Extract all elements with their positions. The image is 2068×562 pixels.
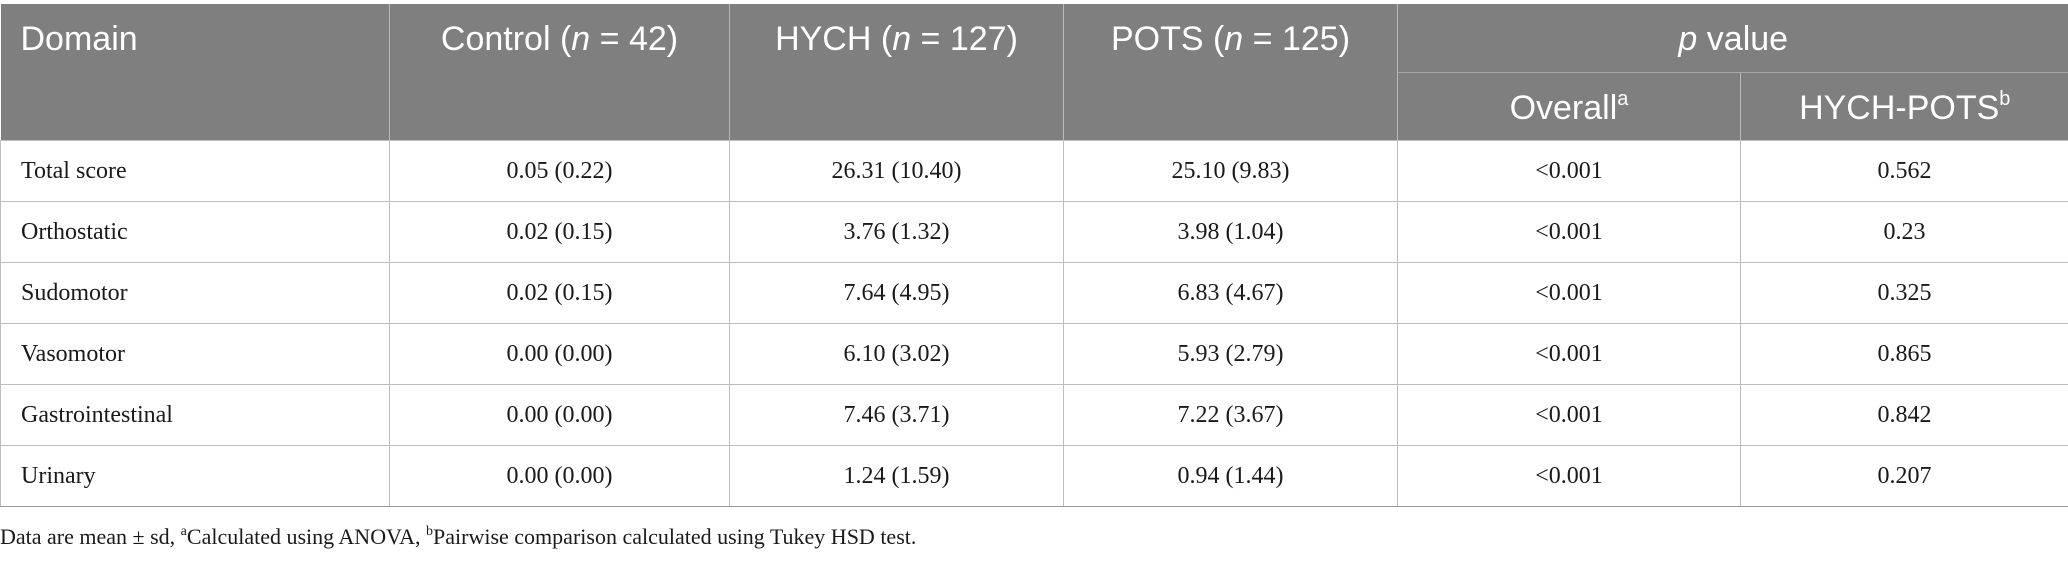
cell-control: 0.00 (0.00) bbox=[389, 384, 730, 446]
cell-hych: 1.24 (1.59) bbox=[729, 445, 1064, 507]
cell-pots: 25.10 (9.83) bbox=[1063, 140, 1398, 202]
header-pvalue-group: p value bbox=[1397, 4, 2068, 73]
table-body: Total score 0.05 (0.22) 26.31 (10.40) 25… bbox=[0, 140, 2068, 507]
cell-hych: 7.46 (3.71) bbox=[729, 384, 1064, 446]
cell-hych: 6.10 (3.02) bbox=[729, 323, 1064, 385]
cell-pots: 0.94 (1.44) bbox=[1063, 445, 1398, 507]
cell-control: 0.02 (0.15) bbox=[389, 262, 730, 324]
cell-overall: <0.001 bbox=[1397, 140, 1741, 202]
cell-control: 0.00 (0.00) bbox=[389, 445, 730, 507]
cell-domain: Sudomotor bbox=[0, 262, 390, 324]
cell-pots: 7.22 (3.67) bbox=[1063, 384, 1398, 446]
cell-overall: <0.001 bbox=[1397, 384, 1741, 446]
table-row: Vasomotor 0.00 (0.00) 6.10 (3.02) 5.93 (… bbox=[0, 323, 2068, 385]
header-subrow: Overalla HYCH-POTSb bbox=[1, 72, 2068, 141]
header-row: Domain Control (n = 42) HYCH (n = 127) P… bbox=[0, 4, 2068, 141]
cell-control: 0.05 (0.22) bbox=[389, 140, 730, 202]
table-header: Domain Control (n = 42) HYCH (n = 127) P… bbox=[0, 4, 2068, 141]
cell-pairwise: 0.562 bbox=[1740, 140, 2068, 202]
cell-pairwise: 0.842 bbox=[1740, 384, 2068, 446]
cell-pairwise: 0.325 bbox=[1740, 262, 2068, 324]
table-footnote: Data are mean ± sd, aCalculated using AN… bbox=[0, 524, 917, 549]
header-control: Control (n = 42) bbox=[389, 4, 730, 141]
header-domain: Domain bbox=[0, 4, 390, 141]
cell-overall: <0.001 bbox=[1397, 323, 1741, 385]
header-hych-pots: HYCH-POTSb bbox=[1740, 72, 2068, 141]
cell-pairwise: 0.865 bbox=[1740, 323, 2068, 385]
cell-pots: 5.93 (2.79) bbox=[1063, 323, 1398, 385]
cell-pairwise: 0.23 bbox=[1740, 201, 2068, 263]
table-row: Gastrointestinal 0.00 (0.00) 7.46 (3.71)… bbox=[0, 384, 2068, 446]
results-table-container: Domain Control (n = 42) HYCH (n = 127) P… bbox=[0, 4, 2068, 507]
cell-control: 0.02 (0.15) bbox=[389, 201, 730, 263]
cell-domain: Gastrointestinal bbox=[0, 384, 390, 446]
cell-domain: Total score bbox=[0, 140, 390, 202]
header-hych: HYCH (n = 127) bbox=[729, 4, 1064, 141]
cell-pots: 3.98 (1.04) bbox=[1063, 201, 1398, 263]
cell-overall: <0.001 bbox=[1397, 445, 1741, 507]
cell-pairwise: 0.207 bbox=[1740, 445, 2068, 507]
results-table: Domain Control (n = 42) HYCH (n = 127) P… bbox=[0, 4, 2068, 507]
table-row: Total score 0.05 (0.22) 26.31 (10.40) 25… bbox=[0, 140, 2068, 202]
table-row: Sudomotor 0.02 (0.15) 7.64 (4.95) 6.83 (… bbox=[0, 262, 2068, 324]
cell-control: 0.00 (0.00) bbox=[389, 323, 730, 385]
cell-hych: 26.31 (10.40) bbox=[729, 140, 1064, 202]
header-pots: POTS (n = 125) bbox=[1063, 4, 1398, 141]
cell-overall: <0.001 bbox=[1397, 262, 1741, 324]
cell-hych: 7.64 (4.95) bbox=[729, 262, 1064, 324]
cell-overall: <0.001 bbox=[1397, 201, 1741, 263]
cell-domain: Vasomotor bbox=[0, 323, 390, 385]
table-row: Urinary 0.00 (0.00) 1.24 (1.59) 0.94 (1.… bbox=[0, 445, 2068, 507]
cell-domain: Urinary bbox=[0, 445, 390, 507]
cell-hych: 3.76 (1.32) bbox=[729, 201, 1064, 263]
table-row: Orthostatic 0.02 (0.15) 3.76 (1.32) 3.98… bbox=[0, 201, 2068, 263]
cell-pots: 6.83 (4.67) bbox=[1063, 262, 1398, 324]
header-overall: Overalla bbox=[1397, 72, 1741, 141]
cell-domain: Orthostatic bbox=[0, 201, 390, 263]
